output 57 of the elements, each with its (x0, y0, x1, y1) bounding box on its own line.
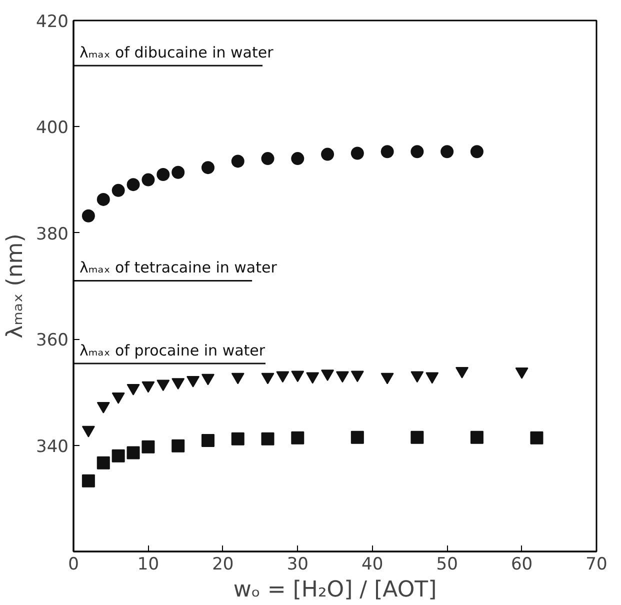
point (96, 192, 110, 206)
point (410, 371, 424, 383)
x-tick-label: 70 (586, 554, 608, 574)
point (321, 370, 334, 382)
point (261, 372, 274, 384)
point (380, 372, 394, 384)
point (112, 184, 125, 197)
y-tick-label: 340 (36, 436, 69, 457)
point (142, 381, 155, 393)
point (306, 372, 320, 384)
x-tick-label: 20 (212, 554, 234, 574)
point (231, 154, 244, 168)
point (156, 380, 170, 392)
series-label: λₘₐₓ of tetracaine in water (80, 258, 278, 277)
point (336, 371, 349, 383)
point (291, 370, 304, 382)
point (470, 145, 484, 158)
point (82, 426, 95, 438)
point (186, 376, 200, 388)
x-tick-label: 60 (510, 554, 533, 574)
point (82, 209, 95, 222)
y-axis-title: λₘₐₓ (nm) (3, 234, 28, 338)
point (426, 372, 439, 384)
point (172, 378, 185, 390)
x-axis-title: wₒ = [H₂O] / [AOT] (233, 578, 437, 602)
point (96, 402, 110, 414)
x-tick-label: 50 (436, 554, 458, 574)
point (291, 152, 304, 166)
point (350, 146, 364, 160)
series-label: λₘₐₓ of procaine in water (80, 342, 266, 360)
x-tick-label: 40 (362, 554, 384, 574)
point (201, 374, 214, 386)
y-tick-label: 400 (36, 118, 69, 138)
y-tick-label: 380 (36, 224, 69, 244)
y-tick-label: 420 (36, 12, 69, 32)
point (321, 148, 334, 161)
point (350, 370, 364, 382)
point (276, 371, 290, 383)
y-tick-label: 360 (36, 330, 69, 351)
x-tick-label: 30 (286, 554, 308, 574)
point (261, 152, 274, 166)
point (201, 161, 214, 174)
point (126, 178, 140, 192)
x-tick-label: 0 (68, 554, 79, 574)
point (410, 145, 424, 158)
point (112, 392, 125, 404)
point (142, 173, 155, 186)
point (380, 145, 394, 158)
point (231, 372, 244, 384)
x-tick-label: 10 (137, 554, 160, 574)
point (172, 166, 185, 179)
point (156, 168, 170, 181)
point (456, 366, 469, 378)
series-label: λₘₐₓ of dibucaine in water (80, 44, 274, 62)
point (126, 384, 140, 396)
point (440, 145, 454, 158)
point (515, 368, 528, 379)
